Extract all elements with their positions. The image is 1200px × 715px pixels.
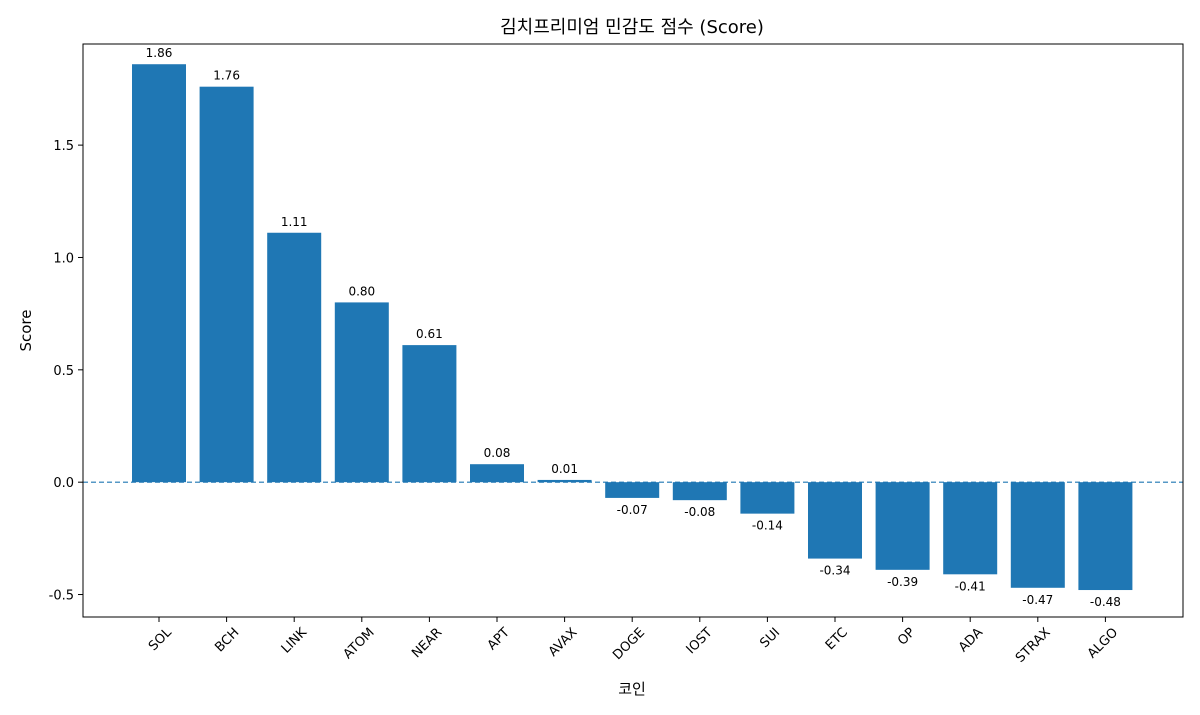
bar-value-label: -0.47 [1022,593,1053,607]
bar-etc [808,482,862,559]
bar-value-label: 1.76 [213,69,240,83]
bar-algo [1078,482,1133,591]
x-tick-label: AVAX [546,625,581,660]
bar-value-label: -0.14 [752,519,783,533]
bar-value-label: -0.08 [684,505,715,519]
bar-value-label: 1.11 [281,215,308,229]
bar-apt [470,464,524,483]
bar-near [402,345,457,483]
y-axis-label: Score [17,309,35,351]
x-tick-label: SUI [757,625,783,651]
bar-value-label: -0.41 [955,579,986,593]
x-tick-label: BCH [212,625,242,655]
bar-value-label: -0.48 [1090,595,1121,609]
x-tick-label: ADA [956,625,986,655]
bar-doge [605,482,660,498]
y-tick-label: -0.5 [49,589,74,604]
bar-value-label: -0.39 [887,575,918,589]
x-tick-label: ALGO [1085,625,1121,661]
y-tick-label: 0.0 [53,476,74,491]
x-tick-label: DOGE [610,625,648,663]
bar-value-label: -0.07 [617,503,648,517]
bar-ada [943,482,998,575]
bar-link [267,232,322,483]
bar-sol [132,64,186,483]
bar-value-label: 0.08 [484,446,511,460]
bar-value-label: -0.34 [819,564,850,578]
x-tick-label: OP [895,625,918,648]
bar-iost [672,482,727,501]
plot-area: 1.86 1.76 1.11 0.80 0.61 0.08 0.01 -0.07 -0.08 -0… [49,43,1184,666]
x-tick-label: IOST [684,625,716,657]
x-axis-label: 코인 [618,680,646,698]
bar-sui [740,482,795,514]
x-tick-label: APT [485,625,513,653]
bar-bch [199,86,254,483]
bar-op [875,482,930,570]
bar-value-label: 0.01 [551,462,578,476]
bar-atom [334,302,389,483]
bar-strax [1010,482,1065,588]
axes-frame [82,43,1184,618]
bar-value-label: 1.86 [146,46,173,60]
x-tick-label: STRAX [1013,625,1054,666]
x-tick-label: LINK [279,625,311,657]
y-tick-label: 1.5 [53,139,74,154]
chart-title: 김치프리미엄 민감도 점수 (Score) [500,17,764,38]
x-tick-label: ETC [823,625,851,653]
bar-value-label: 0.61 [416,327,443,341]
y-tick-label: 0.5 [53,364,74,379]
x-tick-label: ATOM [341,625,378,662]
bar-value-label: 0.80 [348,284,375,298]
x-tick-label: NEAR [409,625,445,661]
y-tick-label: 1.0 [53,251,74,266]
x-tick-label: SOL [146,625,175,654]
bar-avax [537,479,592,483]
